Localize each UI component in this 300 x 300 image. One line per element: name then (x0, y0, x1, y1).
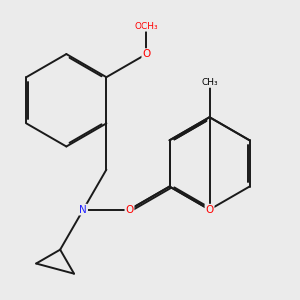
Text: O: O (206, 205, 214, 214)
Text: N: N (80, 205, 87, 214)
Text: O: O (125, 205, 134, 214)
Text: OCH₃: OCH₃ (135, 22, 158, 31)
Text: CH₃: CH₃ (201, 78, 218, 87)
Text: O: O (142, 49, 151, 59)
